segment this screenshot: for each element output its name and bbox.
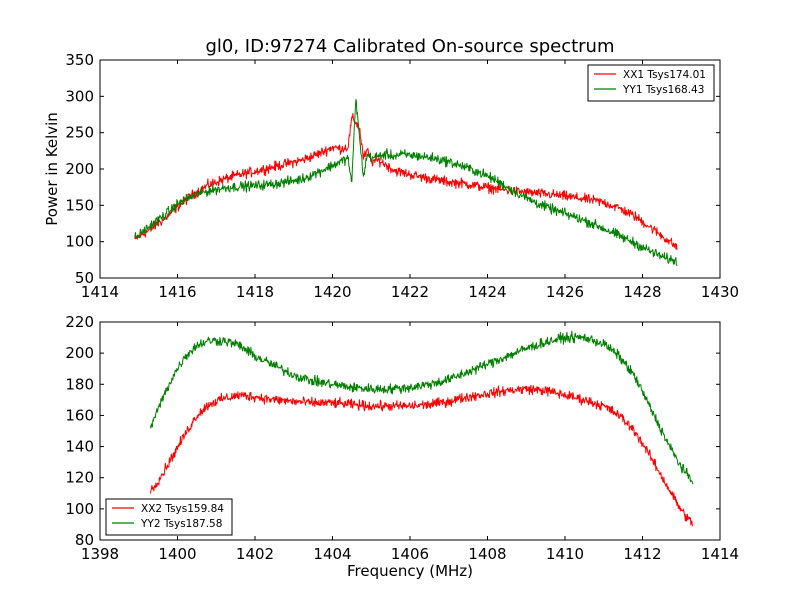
series-line-xx2 (149, 384, 694, 527)
y-tick-label: 300 (65, 87, 94, 105)
y-axis-label: Power in Kelvin (43, 112, 61, 226)
y-tick-label: 80 (75, 531, 94, 549)
series-line-yy2 (149, 330, 694, 485)
legend-label-xx1: XX1 Tsys174.01 (623, 69, 706, 81)
y-tick-label: 200 (65, 344, 94, 362)
y-tick-label: 250 (65, 124, 94, 142)
series-line-xx1 (134, 112, 678, 250)
x-tick-label: 1416 (158, 283, 196, 301)
bottom-chart: 1398 1400 1402 1404 1406 1408 1410 1412 1414 80 10… (65, 313, 739, 580)
y-tick-label: 180 (65, 375, 94, 393)
y-tick-label: 120 (65, 469, 94, 487)
x-tick-label: 1400 (158, 545, 196, 563)
legend-label-xx2: XX2 Tsys159.84 (141, 503, 224, 515)
x-tick-label: 1414 (701, 545, 739, 563)
bottom-series-lines (149, 330, 694, 527)
y-tick-label: 220 (65, 313, 94, 331)
x-tick-label: 1408 (468, 545, 506, 563)
x-tick-label: 1410 (546, 545, 584, 563)
y-tick-label: 200 (65, 160, 94, 178)
top-legend: XX1 Tsys174.01 YY1 Tsys168.43 (587, 64, 715, 102)
top-series-lines (134, 98, 678, 266)
x-tick-label: 1402 (236, 545, 274, 563)
bottom-axis-ticks: 1398 1400 1402 1404 1406 1408 1410 1412 1414 80 10… (65, 313, 739, 563)
y-tick-label: 140 (65, 438, 94, 456)
x-tick-label: 1420 (313, 283, 351, 301)
x-tick-label: 1398 (81, 545, 119, 563)
x-tick-label: 1414 (81, 283, 119, 301)
y-tick-label: 350 (65, 51, 94, 69)
top-axis-ticks: 1414 1416 1418 1420 1422 1424 1426 1428 1430 50 10… (65, 51, 739, 301)
x-tick-label: 1424 (468, 283, 506, 301)
y-tick-label: 50 (75, 269, 94, 287)
series-line-yy1 (134, 98, 678, 266)
x-tick-label: 1406 (391, 545, 429, 563)
x-tick-label: 1418 (236, 283, 274, 301)
x-tick-label: 1412 (623, 545, 661, 563)
bottom-legend: XX2 Tsys159.84 YY2 Tsys187.58 (105, 498, 233, 536)
y-tick-label: 150 (65, 196, 94, 214)
top-legend-box (587, 64, 715, 102)
chart-title: gl0, ID:97274 Calibrated On-source spect… (205, 36, 614, 57)
x-tick-label: 1430 (701, 283, 739, 301)
legend-label-yy1: YY1 Tsys168.43 (622, 84, 704, 96)
bottom-legend-box (105, 498, 233, 536)
x-tick-label: 1428 (623, 283, 661, 301)
legend-label-yy2: YY2 Tsys187.58 (140, 518, 222, 530)
x-tick-label: 1404 (313, 545, 351, 563)
y-tick-label: 100 (65, 233, 94, 251)
x-tick-label: 1422 (391, 283, 429, 301)
x-axis-label: Frequency (MHz) (347, 562, 473, 580)
top-chart: gl0, ID:97274 Calibrated On-source spect… (43, 36, 739, 301)
x-tick-label: 1426 (546, 283, 584, 301)
y-tick-label: 160 (65, 406, 94, 424)
y-tick-label: 100 (65, 500, 94, 518)
